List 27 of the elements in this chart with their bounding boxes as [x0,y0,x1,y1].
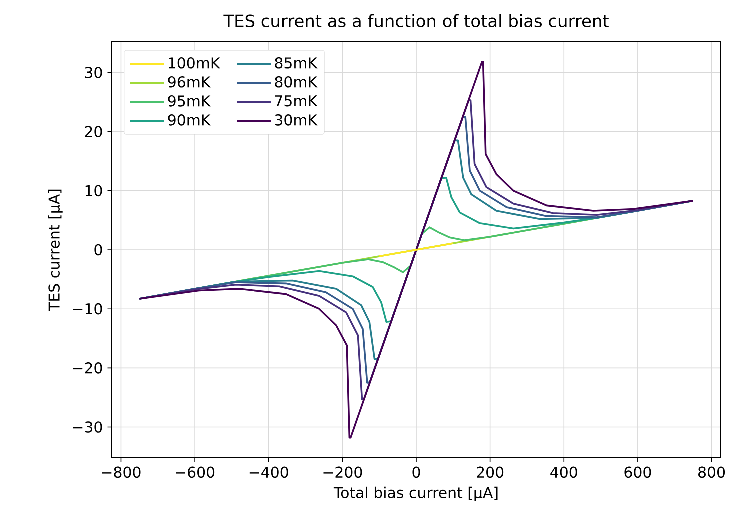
y-tick-label: 30 [85,67,102,78]
x-tick-label: −400 [250,466,288,478]
y-tick-label: 0 [94,244,102,256]
x-tick-label: 800 [698,466,726,478]
x-tick-label: −600 [176,466,215,478]
x-tick-label: −200 [324,466,362,478]
y-tick-label: 20 [85,126,102,138]
legend-label: 80mK [275,76,318,88]
x-tick-label: 400 [550,466,578,478]
y-tick-label: 10 [86,185,102,197]
x-tick-label: 600 [624,466,652,478]
y-tick-label: −20 [73,362,102,374]
legend-label: 100mK [169,57,221,69]
x-tick-label: 200 [477,466,504,478]
legend-label: 95mK [168,96,212,107]
legend-label: 75mK [275,96,318,107]
legend-label: 85mK [275,57,318,69]
legend-label: 90mK [168,114,212,126]
y-tick-label: −30 [73,422,102,433]
x-tick-label: −800 [102,466,141,478]
legend-label: 96mK [168,76,212,88]
y-tick-label: −10 [73,303,102,315]
x-axis-title: Total bias current [μA] [334,486,498,502]
chart-title: TES current as a function of total bias current [224,14,609,28]
legend-label: 30mK [275,114,318,126]
y-axis-title: TES current [μA] [48,190,63,312]
x-tick-label: 0 [412,466,420,478]
